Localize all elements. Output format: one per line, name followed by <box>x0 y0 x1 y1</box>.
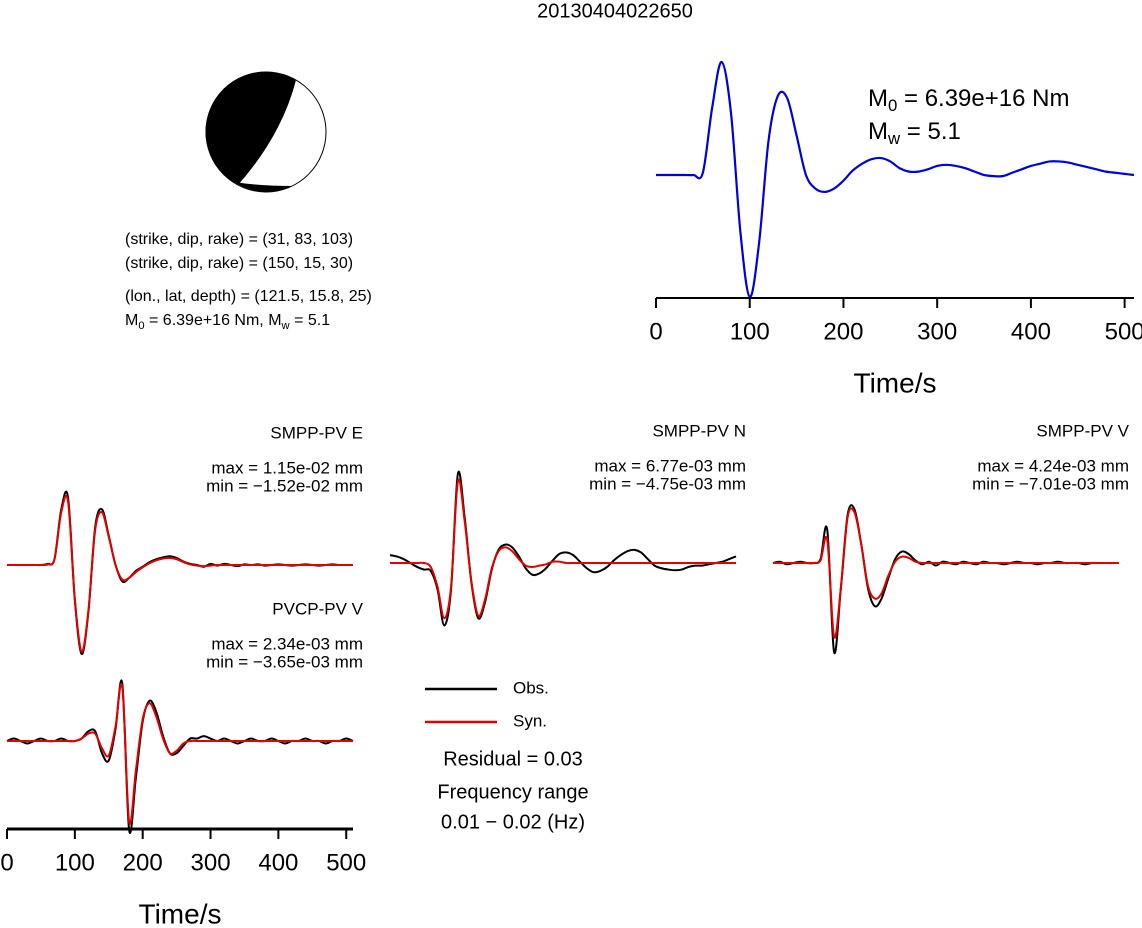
waveform <box>772 507 1119 639</box>
x-tick-label: 400 <box>1011 318 1051 345</box>
text-segment: = 6.39e+16 Nm <box>897 85 1069 112</box>
x-axis-title: Time/s <box>139 898 222 928</box>
mechanism-line: (strike, dip, rake) = (150, 15, 30) <box>125 255 353 272</box>
station-title: PVCP-PV V <box>272 599 363 618</box>
waveform <box>7 683 353 825</box>
x-tick-label: 300 <box>917 318 957 345</box>
max-label: max = 2.34e-03 mm <box>211 634 363 653</box>
max-label: max = 6.77e-03 mm <box>594 456 746 475</box>
legend-label: Obs. <box>513 678 549 697</box>
moment-annotation: Mw = 5.1 <box>868 118 961 148</box>
x-tick-label: 0 <box>649 318 662 345</box>
inversion-residual: Residual = 0.03 <box>443 748 583 770</box>
text-segment: M <box>125 312 138 329</box>
x-tick-label: 500 <box>1105 318 1142 345</box>
mechanism-line: (lon., lat, depth) = (121.5, 15.8, 25) <box>125 288 372 305</box>
station-title: SMPP-PV E <box>270 423 363 442</box>
waveform <box>6 494 353 653</box>
x-tick-label: 0 <box>0 849 13 876</box>
waveform <box>389 470 737 627</box>
x-tick-label: 100 <box>55 849 95 876</box>
subscript: 0 <box>888 97 897 116</box>
min-label: min = −4.75e-03 mm <box>589 474 746 493</box>
inversion-frequency-range: 0.01 − 0.02 (Hz) <box>441 811 585 833</box>
max-label: max = 1.15e-02 mm <box>211 458 363 477</box>
figure-title: 20130404022650 <box>537 0 693 22</box>
beachball <box>205 71 327 193</box>
waveform <box>6 490 353 656</box>
x-axis-title: Time/s <box>854 367 937 398</box>
text-segment: = 5.1 <box>900 118 961 145</box>
text-segment: M <box>868 85 888 112</box>
station-title: SMPP-PV N <box>652 421 746 440</box>
compressional-quadrant <box>205 71 296 185</box>
min-label: min = −3.65e-03 mm <box>206 652 363 671</box>
waveform <box>772 504 1119 655</box>
moment-annotation: M0 = 6.39e+16 Nm <box>868 85 1069 115</box>
min-label: min = −1.52e-02 mm <box>206 476 363 495</box>
mechanism-line: (strike, dip, rake) = (31, 83, 103) <box>125 231 353 248</box>
x-tick-label: 200 <box>823 318 863 345</box>
subscript: w <box>887 130 901 149</box>
compressional-sliver <box>234 182 293 192</box>
text-segment: = 6.39e+16 Nm, M <box>145 312 282 329</box>
x-tick-label: 500 <box>326 849 366 876</box>
x-tick-label: 400 <box>258 849 298 876</box>
legend-label: Syn. <box>513 711 547 730</box>
max-label: max = 4.24e-03 mm <box>977 456 1129 475</box>
subscript: w <box>281 320 291 332</box>
text-segment: M <box>868 118 888 145</box>
waveform <box>656 60 1135 299</box>
moment-line: M0 = 6.39e+16 Nm, Mw = 5.1 <box>125 312 330 332</box>
waveform <box>6 679 354 834</box>
min-label: min = −7.01e-03 mm <box>972 474 1129 493</box>
x-tick-label: 200 <box>123 849 163 876</box>
x-tick-label: 300 <box>191 849 231 876</box>
text-segment: = 5.1 <box>290 312 331 329</box>
inversion-frequency-label: Frequency range <box>437 781 588 803</box>
waveform <box>389 478 736 620</box>
x-tick-label: 100 <box>730 318 770 345</box>
subscript: 0 <box>138 320 144 332</box>
station-title: SMPP-PV V <box>1036 421 1129 440</box>
